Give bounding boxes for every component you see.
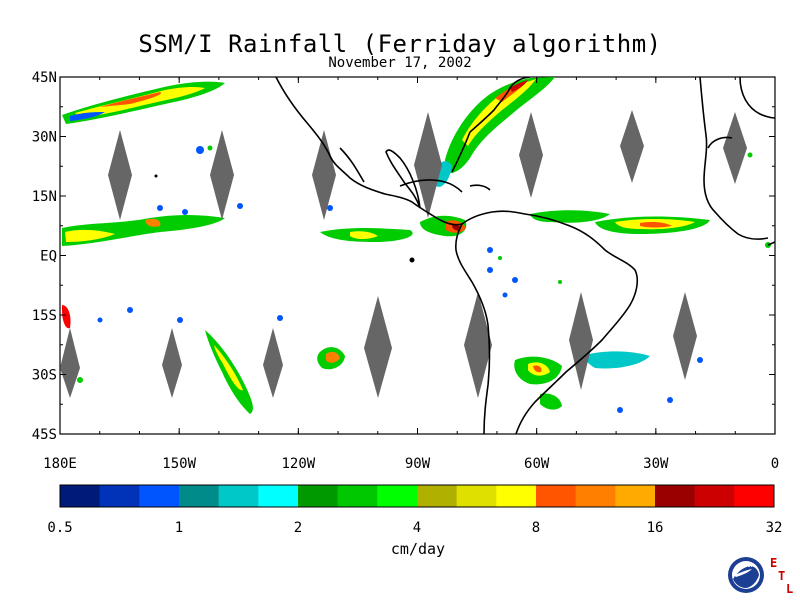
lon-label: 180E [43,456,77,472]
colorbar-swatch [615,485,656,507]
lat-label: 30N [32,130,57,146]
map-frame [59,76,776,435]
colorbar-swatch [179,485,219,507]
colorbar-tick-label: 32 [766,520,783,536]
colorbar-tick-label: 2 [294,520,302,536]
lat-label: 45N [32,70,57,86]
colorbar-tick-label: 8 [532,520,540,536]
rain-patches [62,77,771,414]
logo-letter-t: T [778,569,785,583]
logo-letter-e: E [770,556,777,570]
missing-data-swaths [60,110,747,398]
lat-label: 30S [32,368,57,384]
lon-label: 150W [162,456,196,472]
longitude-axis: 180E 150W 120W 90W 60W 30W 0 [43,77,779,472]
colorbar-swatch [377,485,418,507]
lon-label: 60W [524,456,550,472]
colorbar-swatch [99,485,140,507]
lat-label: 15S [32,308,57,324]
colorbar-swatch [139,485,180,507]
colorbar-swatch [258,485,299,507]
colorbar-swatch [496,485,537,507]
colorbar-swatch [218,485,259,507]
colorbar-tick-label: 16 [647,520,664,536]
map-date: November 17, 2002 [328,55,472,71]
lat-label: EQ [40,249,57,265]
colorbar-units: cm/day [390,540,446,558]
colorbar-swatch [536,485,576,507]
lon-label: 0 [771,456,779,472]
colorbar-tick-label: 4 [413,520,421,536]
colorbar-swatch [575,485,616,507]
lat-label: 45S [32,427,57,443]
colorbar-swatch [655,485,695,507]
lon-label: 120W [281,456,315,472]
colorbar-tick-label: 0.5 [47,520,72,536]
lon-label: 90W [405,456,431,472]
colorbar-ticks: 0.5 1 2 4 8 16 32 [47,520,782,536]
colorbar [59,484,775,508]
noaa-logo-icon: NOAA E T L [728,556,793,596]
lon-label: 30W [643,456,669,472]
colorbar-swatch [298,485,338,507]
colorbar-swatch [734,485,775,507]
logo-letter-l: L [786,582,793,596]
colorbar-swatch [694,485,735,507]
colorbar-swatch [456,485,497,507]
colorbar-tick-label: 1 [175,520,183,536]
logo-noaa-text: NOAA [740,563,752,569]
colorbar-swatch [337,485,378,507]
lat-label: 15N [32,189,57,205]
latitude-axis: 45N 30N 15N EQ 15S 30S 45S [32,70,775,443]
colorbar-swatch [60,485,100,507]
coastlines [275,77,775,434]
map-title: SSM/I Rainfall (Ferriday algorithm) [138,30,662,58]
colorbar-swatch [417,485,457,507]
